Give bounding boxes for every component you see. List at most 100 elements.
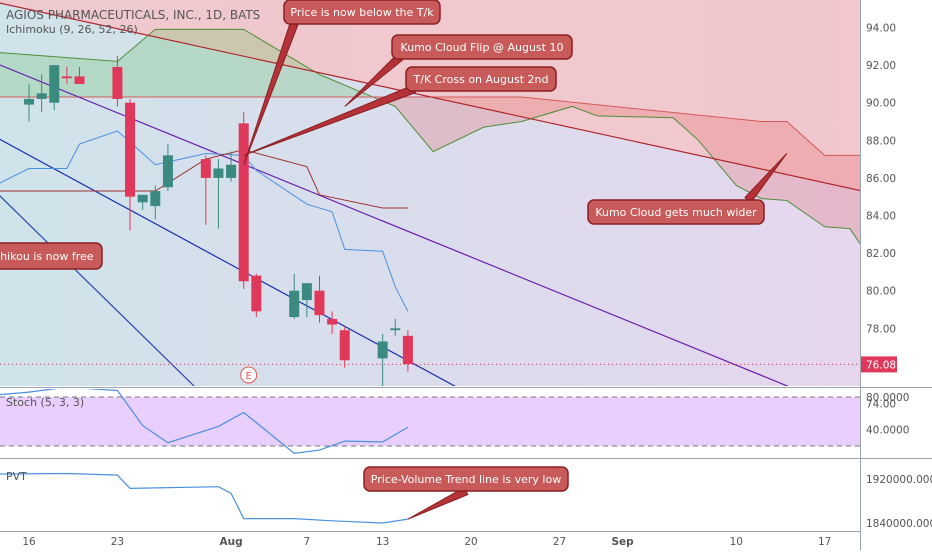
pvt-legend[interactable]: PVT [6, 470, 27, 483]
stoch-legend[interactable]: Stoch (5, 3, 3) [6, 396, 84, 409]
candle[interactable] [238, 112, 249, 289]
price-tick-label: 78.00 [866, 323, 896, 335]
candle[interactable] [213, 159, 224, 229]
price-tick-label: 74.00 [866, 399, 896, 411]
candle-body [200, 159, 211, 178]
price-tick-label: 92.00 [866, 60, 896, 72]
candle[interactable] [125, 98, 136, 231]
candle[interactable] [74, 66, 85, 84]
annotation-callout[interactable]: Price-Volume Trend line is very low [363, 466, 569, 520]
candle-body [289, 290, 300, 318]
candle[interactable] [162, 144, 173, 192]
earnings-marker-label: E [246, 371, 252, 382]
ichimoku-legend[interactable]: Ichimoku (9, 26, 52, 26) [6, 23, 138, 36]
candle-body [162, 155, 173, 188]
time-tick-label: 20 [464, 536, 477, 548]
stoch-tick-label: 40.0000 [866, 425, 909, 437]
candle-body [238, 123, 249, 282]
stoch-line[interactable] [0, 387, 409, 454]
stoch-band [0, 397, 860, 446]
pvt-tick-label: 1920000.0000 [866, 474, 932, 486]
annotation-text: T/K Cross on August 2nd [413, 73, 549, 86]
candle-body [301, 283, 312, 301]
senkou-span-a[interactable] [0, 28, 863, 247]
annotation-callout[interactable]: Chikou is now free [0, 242, 103, 270]
kumo-bull-fill [0, 29, 372, 98]
candle[interactable] [226, 151, 237, 182]
candle[interactable] [61, 66, 72, 84]
annotation-text: Kumo Cloud Flip @ August 10 [401, 41, 564, 54]
annotation-callout[interactable]: Price is now below the T/k [243, 0, 441, 165]
main-pane: E [0, 0, 863, 422]
candle[interactable] [402, 330, 413, 372]
annotation-box [391, 34, 573, 60]
annotation-box [405, 66, 557, 92]
candle-body [125, 102, 136, 197]
candle[interactable] [251, 273, 262, 318]
annotation-text: Chikou is now free [0, 250, 94, 263]
candle[interactable] [377, 333, 388, 398]
resistance-trend-line[interactable] [0, 1, 863, 192]
price-tick-label: 80.00 [866, 286, 896, 298]
annotation-callout[interactable]: Kumo Cloud gets much wider [587, 153, 788, 225]
candle-body [74, 76, 85, 84]
earnings-marker[interactable]: E [240, 366, 258, 384]
price-tick-label: 88.00 [866, 135, 896, 147]
candle[interactable] [339, 326, 350, 368]
candle[interactable] [200, 155, 211, 225]
candle[interactable] [289, 273, 300, 319]
candle-body [150, 191, 161, 207]
annotation-box [587, 199, 765, 225]
time-tick-label: 27 [553, 536, 566, 548]
time-tick-label: 13 [376, 536, 389, 548]
time-tick-label: 23 [111, 536, 124, 548]
stoch-line-layer [0, 387, 409, 454]
outer-channel-trend-line[interactable] [0, 187, 231, 422]
candle[interactable] [327, 311, 338, 334]
annotation-callout[interactable]: T/K Cross on August 2nd [243, 66, 557, 156]
channel-fill-layer [0, 0, 860, 386]
candle[interactable] [24, 83, 34, 122]
time-tick-label: 16 [22, 536, 36, 548]
price-tick-label: 94.00 [866, 23, 896, 35]
candle-body [327, 318, 338, 325]
annotation-text: Price-Volume Trend line is very low [371, 473, 561, 486]
candle-body [213, 168, 224, 178]
candle[interactable] [49, 65, 60, 111]
candle-body [112, 66, 123, 99]
axis-labels-layer: 94.00 92.00 90.00 88.00 86.00 84.00 82.00 80.00… [22, 23, 932, 549]
upper-channel-trend-line[interactable] [0, 61, 863, 416]
candle[interactable] [36, 74, 47, 113]
annotations-layer: Price is now below the T/k Kumo Cloud Fli… [0, 0, 788, 520]
candle[interactable] [137, 194, 148, 210]
resistance-zone-fill [0, 0, 860, 191]
price-tick-label: 90.00 [866, 98, 896, 110]
candle-body [226, 164, 237, 178]
candle-body [402, 335, 413, 365]
trend-lines-layer [0, 1, 863, 422]
pvt-line-layer [0, 472, 408, 524]
candle[interactable] [314, 275, 325, 323]
candle-body [49, 65, 60, 103]
stoch-pane [0, 387, 860, 454]
annotation-text: Price is now below the T/k [290, 6, 434, 19]
candle-body [339, 330, 350, 361]
time-tick-label: 10 [730, 536, 743, 548]
candle[interactable] [112, 55, 123, 107]
candle[interactable] [301, 283, 312, 318]
candle[interactable] [390, 318, 401, 336]
kumo-bear-fill [373, 97, 860, 244]
candle-body [36, 93, 47, 99]
pvt-line[interactable] [0, 472, 408, 524]
annotation-callout[interactable]: Kumo Cloud Flip @ August 10 [344, 34, 573, 107]
candle-body [24, 98, 34, 105]
candle-body [251, 275, 262, 312]
annotation-text: Kumo Cloud gets much wider [595, 206, 757, 219]
pvt-pane [0, 472, 408, 524]
candle[interactable] [150, 185, 161, 220]
time-tick-label: 7 [304, 536, 311, 548]
candle-body [61, 76, 72, 79]
candles-layer [24, 55, 413, 398]
